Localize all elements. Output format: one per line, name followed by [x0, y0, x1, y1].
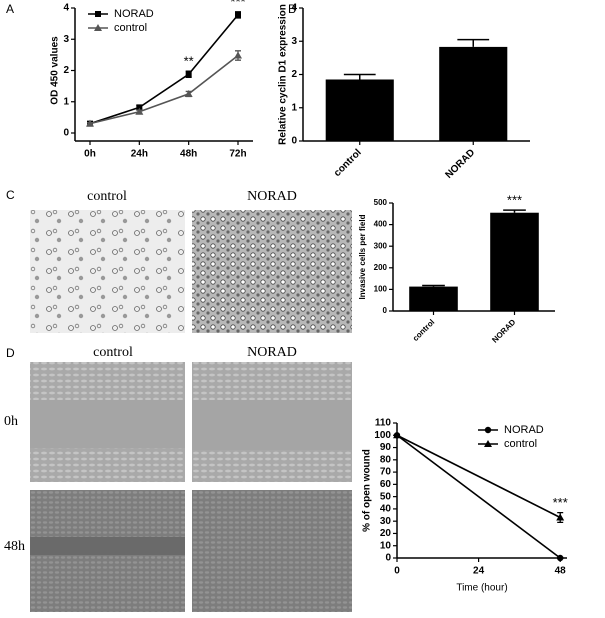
marker [185, 71, 192, 78]
marker [234, 51, 242, 59]
x-tick-label: NORAD [490, 317, 517, 344]
panel-letter: D [6, 346, 15, 360]
x-tick-label: 72h [229, 149, 246, 160]
panel-letter: C [6, 188, 15, 202]
y-tick-label: 100 [374, 285, 388, 294]
y-tick-label: 50 [380, 491, 392, 502]
y-tick-label: 20 [380, 528, 392, 539]
annotation: *** [230, 0, 245, 9]
y-axis-label: OD 450 values [50, 36, 61, 105]
micrographs-c: control NORAD [30, 189, 352, 333]
bar [325, 79, 394, 141]
y-tick-label: 2 [63, 65, 69, 76]
x-tick-label: 0 [394, 566, 400, 577]
x-tick-label: 24h [131, 149, 148, 160]
y-tick-label: 3 [291, 36, 297, 47]
x-tick-label: 48h [180, 149, 197, 160]
series-line [396, 434, 561, 519]
marker [94, 24, 102, 31]
legend-label: control [114, 22, 147, 34]
error-bar [422, 284, 445, 287]
column-label: control [87, 189, 127, 204]
legend-label: control [504, 438, 537, 450]
y-tick-label: 30 [380, 516, 392, 527]
series-line [89, 54, 239, 125]
marker [86, 119, 94, 127]
row-label: 48h [4, 539, 25, 554]
y-tick-label: 4 [291, 3, 297, 14]
x-tick-label: 24 [473, 566, 485, 577]
y-tick-label: 0 [63, 128, 69, 139]
wound-gap [192, 400, 352, 450]
marker [235, 11, 241, 18]
wound-gap [30, 537, 185, 555]
x-axis-label: Time (hour) [456, 583, 507, 594]
marker [484, 426, 492, 434]
panel-letter: B [288, 2, 296, 16]
x-tick-label: 0h [84, 149, 96, 160]
y-tick-label: 70 [380, 467, 392, 478]
y-tick-label: 0 [383, 306, 388, 315]
y-tick-label: 0 [385, 553, 391, 564]
x-tick-label: control [332, 147, 364, 179]
micrograph [192, 210, 352, 333]
y-tick-label: 10 [380, 540, 392, 551]
marker [184, 89, 193, 97]
error-bar [343, 73, 376, 80]
bar [490, 212, 539, 311]
bar [439, 46, 508, 142]
y-tick-label: 400 [374, 220, 388, 229]
marker [136, 104, 143, 111]
marker [135, 107, 144, 115]
x-tick-label: 48 [555, 566, 567, 577]
y-tick-label: 4 [63, 3, 69, 14]
y-tick-label: 100 [374, 430, 391, 441]
y-tick-label: 1 [63, 96, 69, 107]
x-tick-label: NORAD [444, 147, 478, 181]
marker [556, 513, 565, 521]
x-tick-label: control [411, 318, 437, 344]
error-bar [457, 38, 490, 47]
y-tick-label: 0 [291, 136, 297, 147]
error-bar [503, 209, 526, 213]
marker [95, 11, 101, 17]
y-tick-label: 90 [380, 442, 392, 453]
panel-letter: A [6, 2, 14, 16]
y-tick-label: 300 [374, 241, 388, 250]
y-tick-label: 1 [291, 102, 297, 113]
y-tick-label: 2 [291, 69, 297, 80]
y-tick-label: 110 [375, 418, 392, 429]
row-label: 0h [4, 414, 18, 429]
column-label: control [93, 345, 133, 360]
micrographs-d: control NORAD 0h 48h [4, 345, 352, 612]
y-tick-label: 500 [374, 198, 388, 207]
y-axis-label: Relative cyclin D1 expression [278, 4, 289, 145]
y-tick-label: 60 [380, 479, 392, 490]
series-line [396, 434, 561, 559]
marker [484, 440, 492, 447]
series-line [89, 14, 239, 125]
marker [393, 431, 401, 439]
legend-label: NORAD [114, 8, 154, 20]
bar [409, 286, 458, 311]
y-tick-label: 3 [63, 34, 69, 45]
y-axis-label: Invasive cells per field [358, 214, 367, 299]
micrograph [30, 210, 185, 333]
annotation: *** [507, 193, 522, 208]
wound-gap [30, 400, 185, 448]
legend-label: NORAD [504, 424, 544, 436]
y-tick-label: 80 [380, 454, 392, 465]
annotation: *** [553, 495, 568, 510]
annotation: ** [184, 54, 194, 69]
y-tick-label: 40 [380, 504, 392, 515]
column-label: NORAD [247, 189, 297, 204]
y-axis-label: % of open wound [362, 449, 373, 532]
marker [557, 554, 564, 562]
micrograph [192, 490, 352, 612]
y-tick-label: 200 [374, 263, 388, 272]
column-label: NORAD [247, 345, 297, 360]
